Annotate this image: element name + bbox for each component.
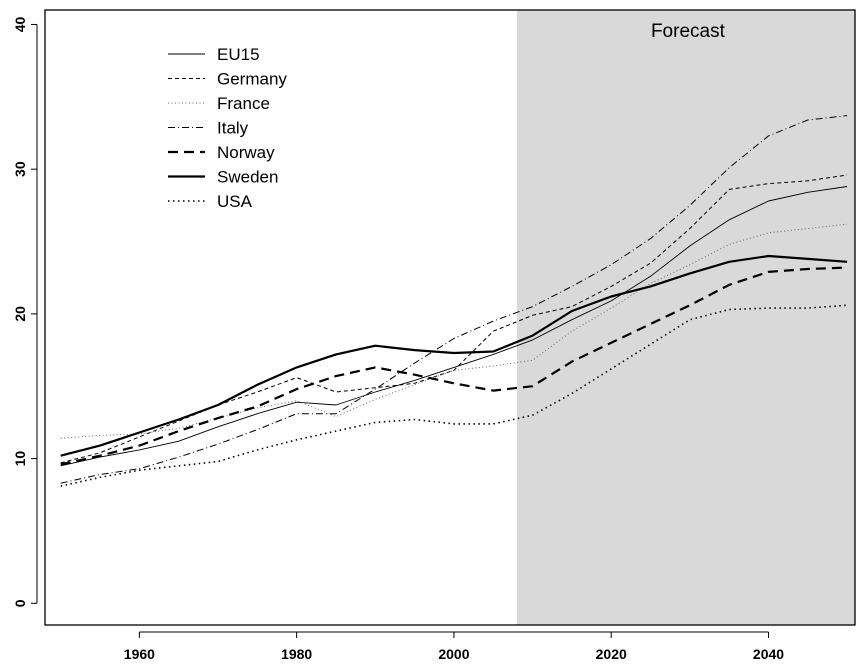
axes-layer: 1960 1980 2000 2020 2040 0 10 20 30 40 bbox=[12, 16, 784, 662]
series-line-italy bbox=[60, 115, 848, 484]
forecast-region bbox=[516, 10, 855, 625]
series-line-norway bbox=[60, 266, 848, 466]
legend-label-sweden: Sweden bbox=[217, 168, 278, 187]
plot-frame bbox=[44, 9, 856, 626]
y-tick-label-40: 40 bbox=[12, 16, 28, 32]
x-tick-label-1960: 1960 bbox=[124, 646, 155, 662]
legend-label-germany: Germany bbox=[217, 70, 287, 89]
y-tick-label-10: 10 bbox=[12, 451, 28, 467]
legend-label-france: France bbox=[217, 94, 270, 113]
y-tick-label-30: 30 bbox=[12, 161, 28, 177]
legend: EU15 Germany France Italy Norway Sweden USA bbox=[168, 45, 287, 211]
series-line-sweden bbox=[60, 254, 848, 457]
series-line-usa bbox=[60, 304, 848, 487]
legend-label-eu15: EU15 bbox=[217, 45, 260, 64]
series-line-germany bbox=[60, 174, 848, 464]
x-tick-label-2020: 2020 bbox=[596, 646, 627, 662]
y-tick-label-20: 20 bbox=[12, 306, 28, 322]
x-tick-label-1980: 1980 bbox=[281, 646, 312, 662]
x-tick-label-2000: 2000 bbox=[438, 646, 469, 662]
x-tick-label-2040: 2040 bbox=[753, 646, 784, 662]
legend-label-italy: Italy bbox=[217, 119, 249, 138]
forecast-label: Forecast bbox=[651, 21, 726, 42]
series-layer bbox=[60, 115, 848, 487]
y-tick-label-0: 0 bbox=[12, 599, 28, 607]
series-line-eu15 bbox=[60, 186, 848, 467]
legend-label-norway: Norway bbox=[217, 143, 275, 162]
legend-label-usa: USA bbox=[217, 192, 253, 211]
